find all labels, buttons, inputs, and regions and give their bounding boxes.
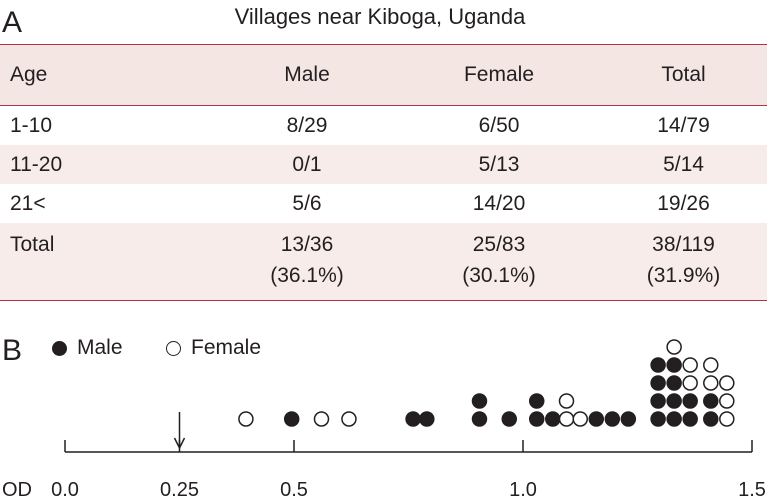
x-tick-label: 0.0 <box>51 479 79 501</box>
male-data-point <box>588 411 605 427</box>
cell-male: 8/29 <box>286 113 328 137</box>
male-data-point <box>703 411 719 427</box>
female-data-point <box>703 357 719 373</box>
male-data-point <box>283 411 300 427</box>
male-data-point <box>620 411 637 427</box>
overall-total-percent: (31.9%) <box>646 264 721 287</box>
results-table: Age Male Female Total 1-10 8/29 6/50 14/… <box>0 44 767 301</box>
panel-b-label: B <box>2 334 23 367</box>
male-data-point <box>501 411 518 427</box>
overall-total-count: 38/119 <box>652 233 715 256</box>
male-data-point <box>666 411 682 427</box>
table-row: 11-20 0/1 5/13 5/14 <box>0 145 767 184</box>
cell-total-total: 38/119 (31.9%) <box>600 223 767 301</box>
table-total-row: Total 13/36 (36.1%) 25/83 (30.1%) 38/119… <box>0 223 767 301</box>
legend-male-label: Male <box>77 336 123 359</box>
male-data-point <box>604 411 621 427</box>
header-female: Female <box>398 44 600 106</box>
open-circle-icon <box>166 340 181 356</box>
female-data-point <box>558 393 575 409</box>
filled-circle-icon <box>52 340 67 356</box>
female-data-point <box>666 339 682 355</box>
female-total-percent: (30.1%) <box>462 264 536 287</box>
x-tick-label: 1.0 <box>509 479 537 501</box>
male-data-point <box>545 411 561 427</box>
female-data-point <box>719 375 735 391</box>
male-data-point <box>650 411 666 427</box>
cell-female: 6/50 <box>478 113 520 137</box>
male-data-point <box>405 411 421 427</box>
legend-female-label: Female <box>191 336 262 359</box>
male-data-point <box>666 393 682 409</box>
cell-total: 5/14 <box>663 152 704 176</box>
cell-age: 21< <box>10 191 46 215</box>
cell-male: 5/6 <box>292 191 322 215</box>
male-data-point <box>682 393 698 409</box>
cell-total: 14/79 <box>657 113 710 137</box>
header-age: Age <box>0 44 216 106</box>
male-data-point <box>528 411 545 427</box>
female-data-point <box>572 411 588 427</box>
table-row: 21< 5/6 14/20 19/26 <box>0 184 767 223</box>
cell-female: 5/13 <box>478 152 520 176</box>
dot-plot: 0.0 0.25 0.5 1.0 1.5 OD <box>2 339 766 501</box>
panel-a-label: A <box>2 6 23 39</box>
male-data-point <box>703 393 719 409</box>
x-tick-label: 0.25 <box>160 479 199 501</box>
cell-age-total: Total <box>0 223 216 301</box>
cell-total: 19/26 <box>657 191 710 215</box>
table-row: 1-10 8/29 6/50 14/79 <box>0 106 767 146</box>
legend-male: Male <box>52 336 123 360</box>
female-total-count: 25/83 <box>472 233 526 256</box>
cell-female: 14/20 <box>472 191 526 215</box>
female-data-point <box>341 411 357 427</box>
female-data-point <box>238 411 254 427</box>
male-total-count: 13/36 <box>280 233 334 256</box>
female-data-point <box>682 357 698 373</box>
male-data-point <box>666 357 682 373</box>
male-data-point <box>682 411 698 427</box>
female-data-point <box>558 411 575 427</box>
x-tick-label: 1.5 <box>738 479 766 501</box>
female-data-point <box>719 393 735 409</box>
female-data-point <box>682 375 698 391</box>
legend-female: Female <box>166 336 261 360</box>
cell-age: 1-10 <box>10 113 53 137</box>
header-male: Male <box>216 44 398 106</box>
table-title: Villages near Kiboga, Uganda <box>234 4 526 29</box>
cell-male-total: 13/36 (36.1%) <box>216 223 398 301</box>
cutoff-arrowhead <box>173 437 186 450</box>
male-data-point <box>650 393 666 409</box>
male-data-point <box>528 393 545 409</box>
female-data-point <box>719 411 735 427</box>
female-data-point <box>703 375 719 391</box>
male-data-point <box>666 375 682 391</box>
header-total: Total <box>600 44 767 106</box>
cell-female-total: 25/83 (30.1%) <box>398 223 600 301</box>
male-data-point <box>471 411 488 427</box>
table-header-row: Age Male Female Total <box>0 44 767 106</box>
male-data-point <box>471 393 488 409</box>
x-tick-label: 0.5 <box>280 479 308 501</box>
cell-male: 0/1 <box>292 152 322 176</box>
cell-age: 11-20 <box>10 152 63 176</box>
male-data-point <box>650 357 666 373</box>
male-data-point <box>419 411 435 427</box>
female-data-point <box>313 411 330 427</box>
x-axis-label: OD <box>2 479 32 501</box>
male-total-percent: (36.1%) <box>270 264 344 287</box>
male-data-point <box>650 375 666 391</box>
